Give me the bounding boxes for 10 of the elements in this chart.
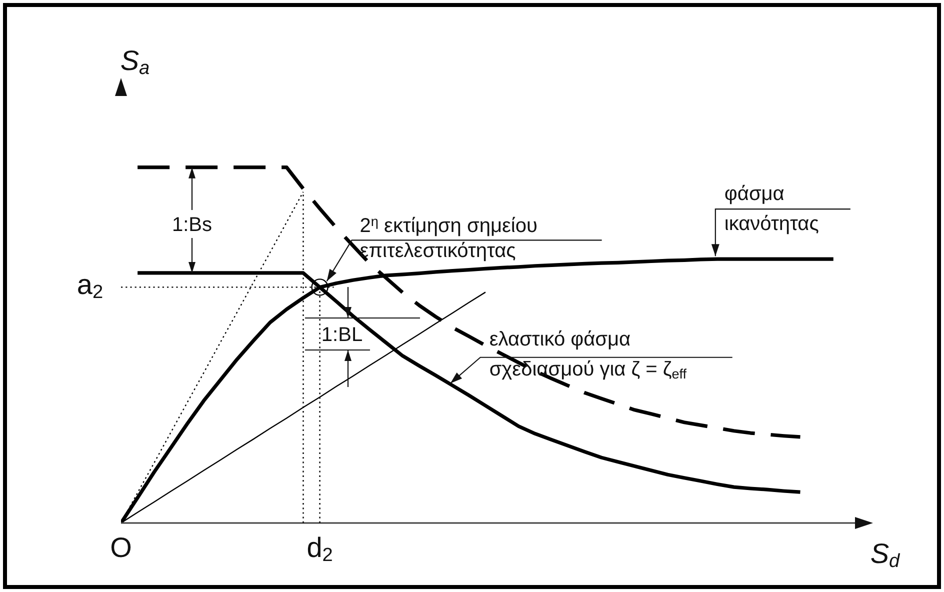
x-axis-title: S$_{d}$ [870,538,902,572]
annotation: 1:Bs [172,214,212,236]
series-label: 2$^{η}$ εκτίμηση σημείου επιτελεστικότητας [360,214,538,262]
ref-line-label: a$_{2}$ [76,269,104,304]
x-tick-label: d$_{2}$ [306,532,333,566]
x-tick-label: O [110,532,132,563]
y-axis-title: S$_{a}$ [120,45,150,80]
annotation: 1:BL [321,324,363,346]
series-label: φάσμα ικανότητας [724,183,820,236]
series-label: ελαστικό φάσμα σχεδιασμού για ζ = ζ$_{eff}$ [489,328,687,382]
